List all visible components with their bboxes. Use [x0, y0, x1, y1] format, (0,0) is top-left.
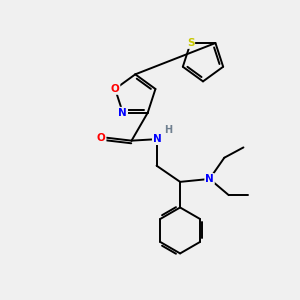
Text: N: N: [118, 108, 127, 118]
Text: O: O: [111, 84, 119, 94]
Text: O: O: [97, 133, 106, 143]
Text: S: S: [187, 38, 194, 48]
Text: N: N: [153, 134, 161, 144]
Text: N: N: [205, 174, 214, 184]
Text: H: H: [164, 125, 172, 135]
